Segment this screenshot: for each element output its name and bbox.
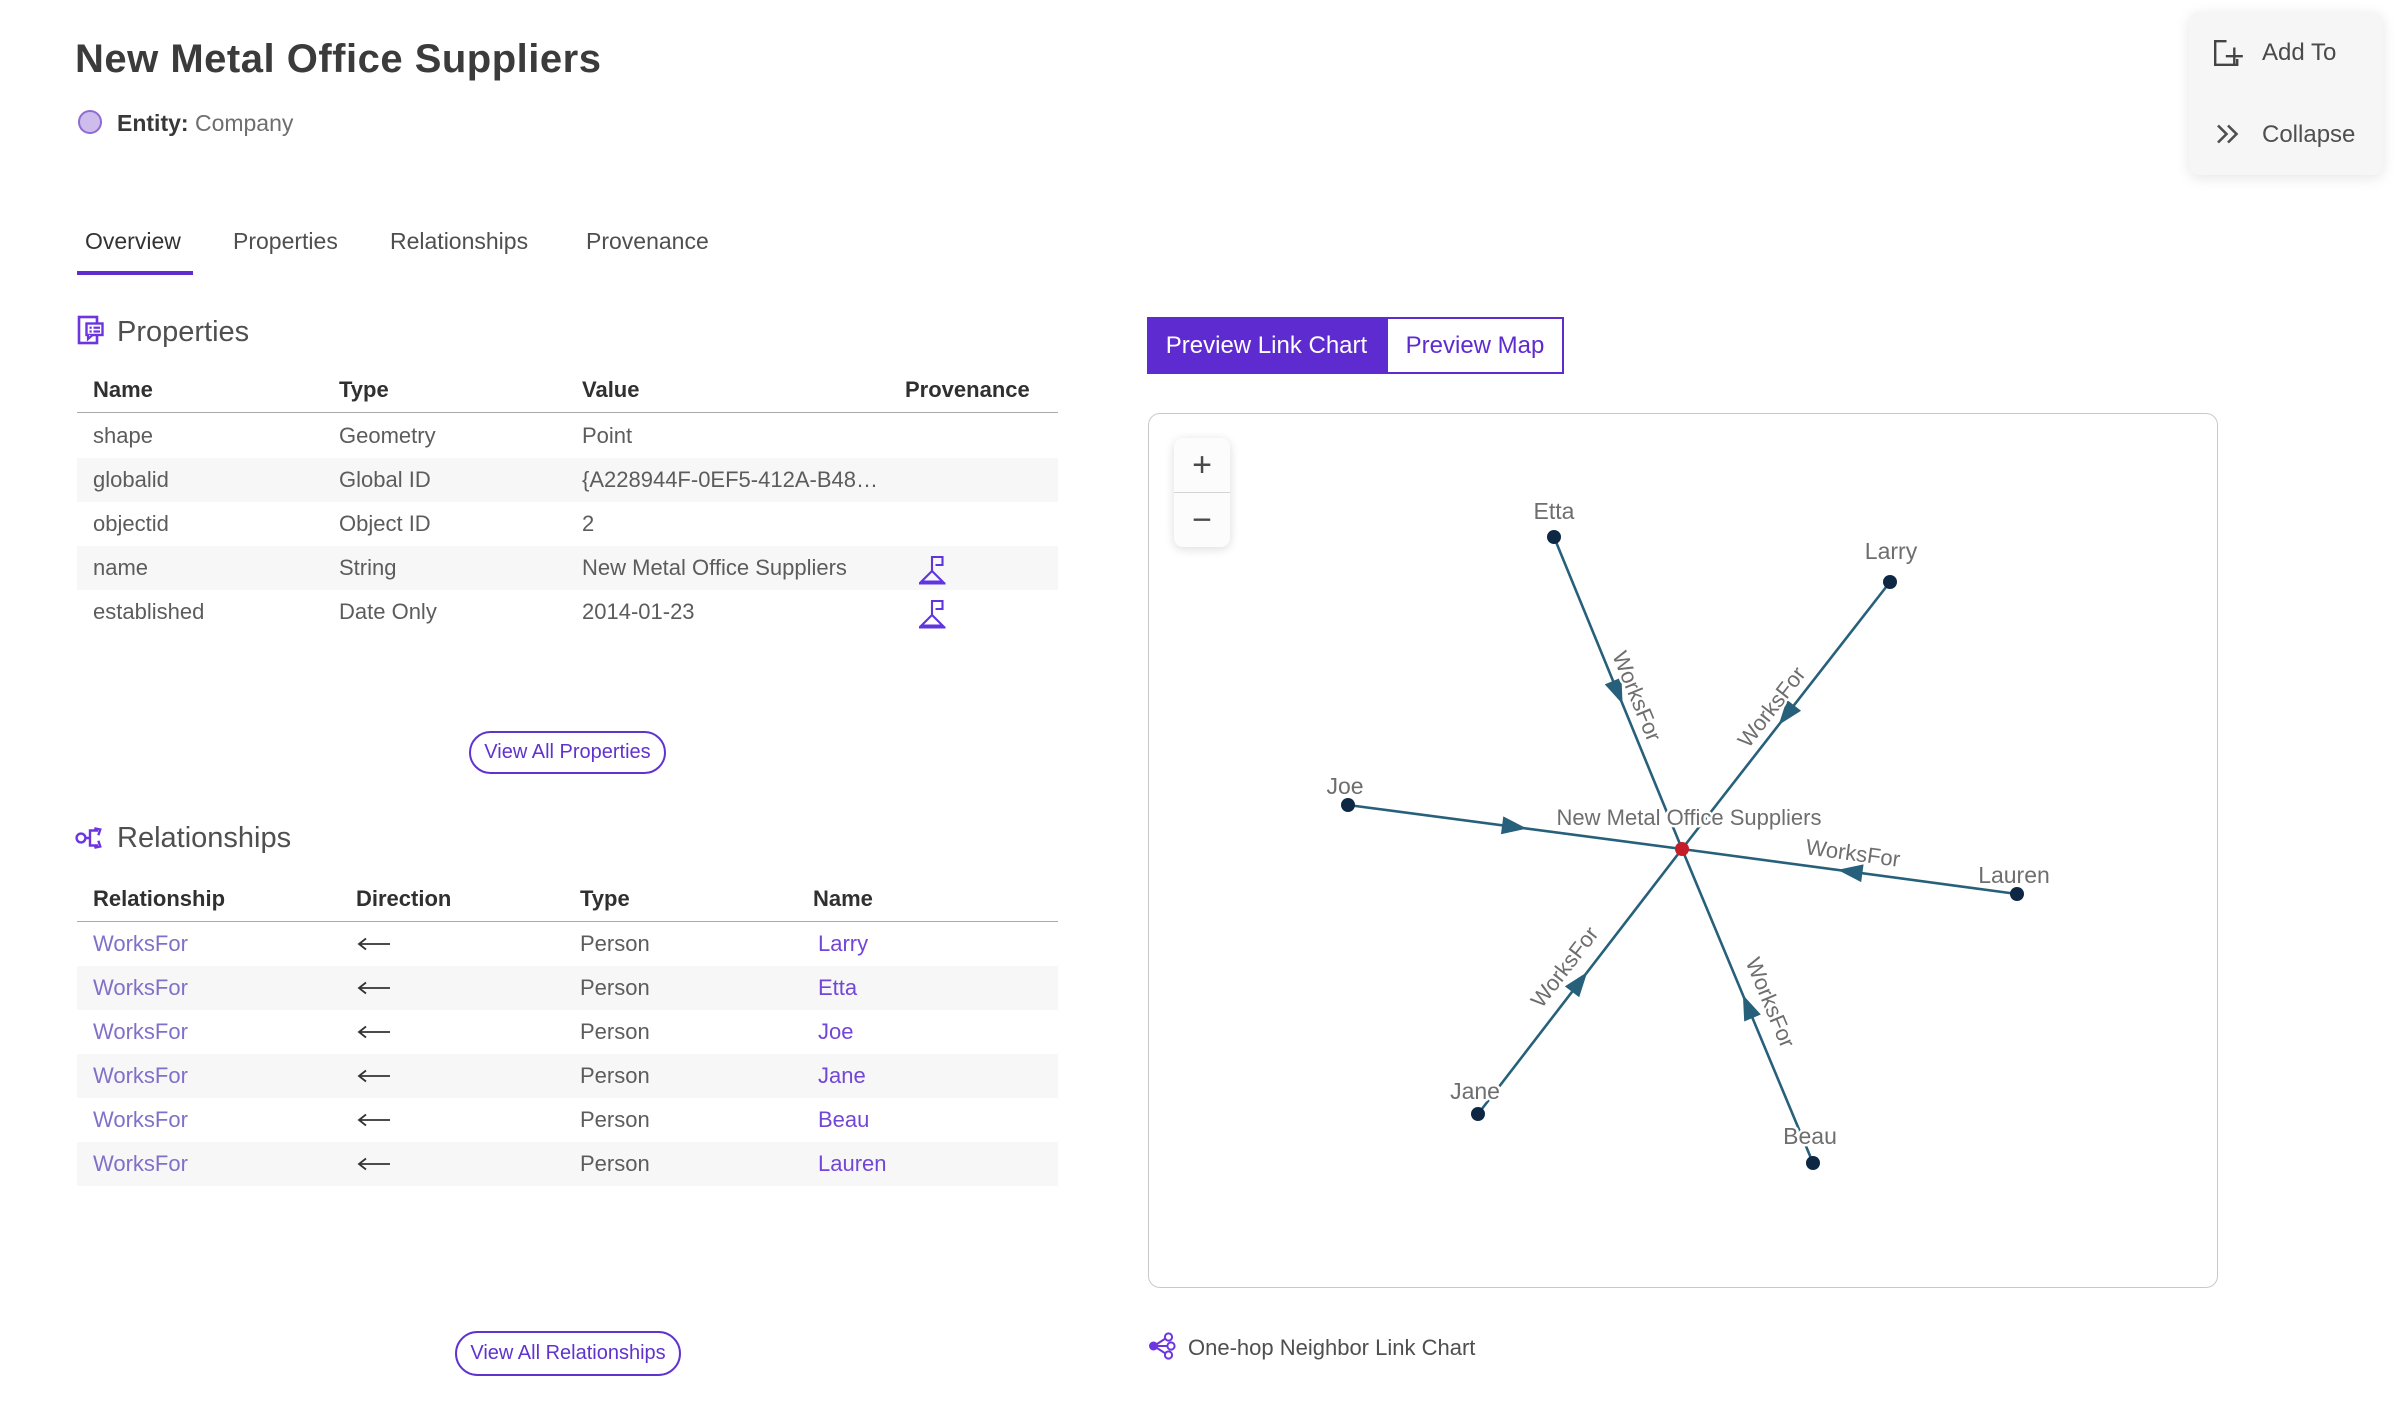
svg-text:WorksFor: WorksFor [1733,662,1811,752]
svg-text:New Metal Office Suppliers: New Metal Office Suppliers [1557,805,1822,830]
svg-text:Etta: Etta [1534,498,1575,524]
svg-text:Larry: Larry [1865,538,1918,564]
svg-text:Lauren: Lauren [1978,862,2050,888]
svg-text:Joe: Joe [1326,773,1363,799]
svg-text:Jane: Jane [1450,1078,1500,1104]
svg-text:Beau: Beau [1783,1123,1837,1149]
